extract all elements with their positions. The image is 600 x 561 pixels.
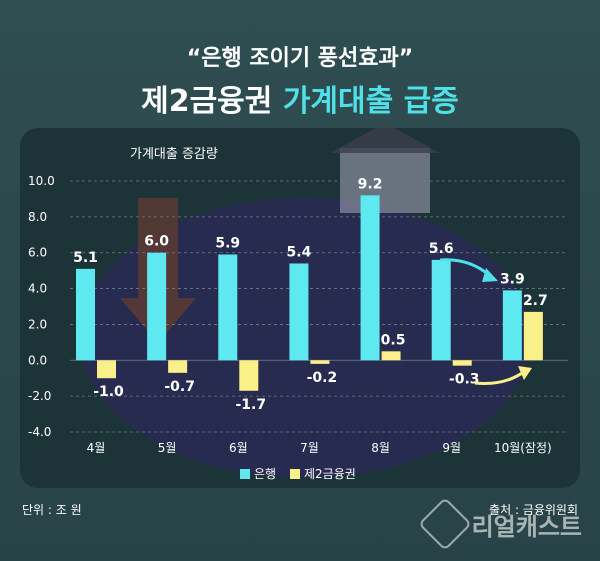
source-label: 출처 : 금융위원회 xyxy=(489,503,578,517)
data-label: -1.0 xyxy=(93,384,124,400)
data-label: -0.3 xyxy=(449,372,480,388)
data-label: 9.2 xyxy=(358,176,383,192)
logo-icon xyxy=(417,497,472,551)
bar-bank xyxy=(431,259,451,361)
data-label: 6.0 xyxy=(144,234,169,250)
y-tick-label: 2.0 xyxy=(28,317,47,331)
legend-label: 제2금융권 xyxy=(304,467,356,481)
chart-panel: 10.0 8.0 6.0 4.0 2.0 0.0 -2.0 -4.0 5.1 -1.0 4월 6.0… xyxy=(20,128,580,488)
bar-second-tier xyxy=(310,360,330,364)
legend-swatch xyxy=(240,469,250,479)
x-tick-label: 5월 xyxy=(158,441,177,455)
subtitle-main: 제2금융권 xyxy=(141,84,283,119)
x-tick-label: 9월 xyxy=(442,441,461,455)
x-tick-label: 8월 xyxy=(371,441,390,455)
y-tick-label: 6.0 xyxy=(28,246,47,260)
house-icon xyxy=(340,148,430,213)
bar-second-tier xyxy=(452,360,472,366)
bar-second-tier xyxy=(239,360,259,391)
subtitle-highlight: 가계대출 급증 xyxy=(282,84,459,119)
subtitle: 제2금융권 가계대출 급증 xyxy=(0,76,600,120)
legend: 은행 제2금융권 xyxy=(240,466,356,481)
bar-second-tier xyxy=(381,351,401,361)
bar-bank xyxy=(502,290,522,361)
y-tick-label: 4.0 xyxy=(28,282,47,296)
data-label: 5.6 xyxy=(429,241,454,257)
bar-second-tier xyxy=(523,311,543,361)
y-tick-label: 8.0 xyxy=(28,210,47,224)
data-label: 5.1 xyxy=(73,250,98,266)
legend-label: 은행 xyxy=(254,466,276,481)
x-tick-label: 6월 xyxy=(229,441,248,455)
data-label: 5.4 xyxy=(287,244,312,260)
x-tick-label: 10월(잠정) xyxy=(494,441,552,455)
data-label: 5.9 xyxy=(215,236,240,252)
watermark: 리얼캐스트 xyxy=(417,497,582,551)
data-label: -0.2 xyxy=(307,370,338,386)
legend-swatch xyxy=(290,469,300,479)
unit-label: 단위 : 조 원 xyxy=(22,503,82,517)
data-label: 0.5 xyxy=(381,332,406,348)
trend-arrow-head-icon xyxy=(482,268,498,282)
y-tick-label: -2.0 xyxy=(28,389,51,403)
x-tick-label: 7월 xyxy=(300,441,319,455)
y-tick-label: 10.0 xyxy=(28,174,55,188)
y-tick-label: -4.0 xyxy=(28,425,51,439)
trend-arrow-head-icon xyxy=(518,366,532,380)
headline: “은행 조이기 풍선효과” xyxy=(186,46,414,71)
bar-bank xyxy=(360,195,380,361)
y-tick-label: 0.0 xyxy=(28,353,47,367)
data-label: -0.7 xyxy=(164,379,195,395)
bar-second-tier xyxy=(168,360,188,373)
watermark-text: 리얼캐스트 xyxy=(471,512,582,541)
data-label: 2.7 xyxy=(523,293,548,309)
bar-chart: 10.0 8.0 6.0 4.0 2.0 0.0 -2.0 -4.0 5.1 -1.0 4월 6.0… xyxy=(28,128,568,481)
data-label: -1.7 xyxy=(235,397,266,413)
bar-bank xyxy=(147,252,167,361)
x-tick-label: 4월 xyxy=(87,441,106,455)
data-label: 3.9 xyxy=(500,271,525,287)
chart-title: 가계대출 증감량 xyxy=(130,147,218,162)
bar-bank xyxy=(218,254,238,361)
bar-bank xyxy=(76,268,95,361)
bar-second-tier xyxy=(97,360,116,379)
bar-bank xyxy=(289,263,309,361)
house-roof-icon xyxy=(330,128,440,153)
